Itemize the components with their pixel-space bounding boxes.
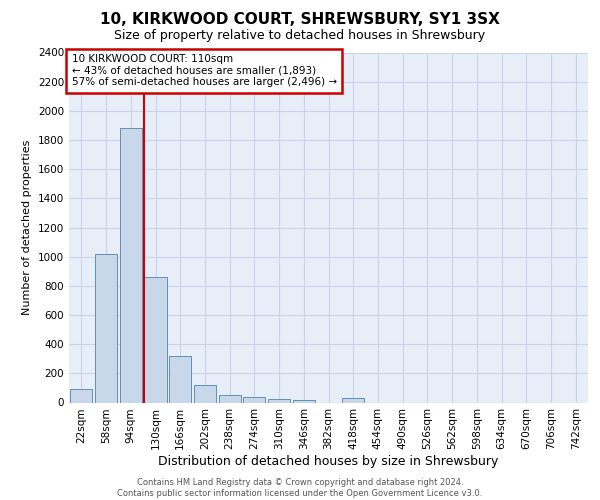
Bar: [342, 398, 364, 402]
Bar: [95, 254, 117, 402]
Bar: [70, 390, 92, 402]
Bar: [194, 385, 216, 402]
Text: Size of property relative to detached houses in Shrewsbury: Size of property relative to detached ho…: [115, 29, 485, 42]
X-axis label: Distribution of detached houses by size in Shrewsbury: Distribution of detached houses by size …: [158, 455, 499, 468]
Text: 10, KIRKWOOD COURT, SHREWSBURY, SY1 3SX: 10, KIRKWOOD COURT, SHREWSBURY, SY1 3SX: [100, 12, 500, 26]
Y-axis label: Number of detached properties: Number of detached properties: [22, 140, 32, 315]
Text: Contains HM Land Registry data © Crown copyright and database right 2024.
Contai: Contains HM Land Registry data © Crown c…: [118, 478, 482, 498]
Bar: [119, 128, 142, 402]
Bar: [243, 396, 265, 402]
Bar: [268, 399, 290, 402]
Text: 10 KIRKWOOD COURT: 110sqm
← 43% of detached houses are smaller (1,893)
57% of se: 10 KIRKWOOD COURT: 110sqm ← 43% of detac…: [71, 54, 337, 88]
Bar: [293, 400, 315, 402]
Bar: [218, 395, 241, 402]
Bar: [145, 277, 167, 402]
Bar: [169, 356, 191, 403]
